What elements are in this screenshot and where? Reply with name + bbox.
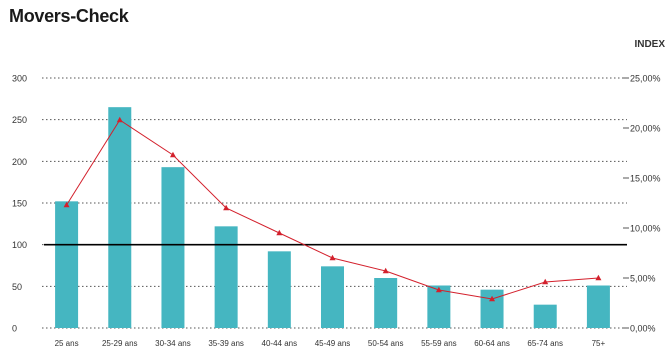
bar-55-59 ans — [427, 285, 451, 328]
index-marker-30-34 ans — [169, 151, 176, 158]
left-tick-label: 150 — [12, 199, 27, 209]
index-marker-25-29 ans — [116, 116, 123, 123]
left-tick-label: 50 — [12, 282, 22, 292]
index-marker-60-64 ans — [489, 295, 496, 302]
index-marker-45-49 ans — [329, 254, 336, 261]
right-tick-label: 25,00% — [630, 74, 661, 84]
left-tick-label: 100 — [12, 240, 27, 250]
index-marker-35-39 ans — [223, 204, 230, 211]
category-label: 25-29 ans — [102, 339, 138, 348]
bar-25-29 ans — [108, 107, 132, 329]
index-marker-25 ans — [63, 201, 70, 208]
bar-60-64 ans — [480, 289, 504, 328]
right-tick-label: 10,00% — [630, 224, 661, 234]
right-tick-label: 5,00% — [630, 274, 656, 284]
index-marker-40-44 ans — [276, 229, 283, 236]
category-label: 30-34 ans — [155, 339, 191, 348]
bar-45-49 ans — [321, 266, 344, 328]
right-tick-label: 20,00% — [630, 124, 661, 134]
index-marker-50-54 ans — [382, 267, 389, 274]
bar-75+ — [586, 285, 610, 328]
category-label: 35-39 ans — [208, 339, 244, 348]
category-label: 40-44 ans — [262, 339, 298, 348]
right-axis-title: INDEX — [634, 39, 665, 50]
bar-65-74 ans — [533, 304, 557, 328]
bar-25 ans — [55, 201, 79, 328]
category-label: 55-59 ans — [421, 339, 457, 348]
bar-40-44 ans — [267, 251, 291, 328]
chart-title: Movers-Check — [9, 6, 129, 26]
category-label: 60-64 ans — [474, 339, 510, 348]
index-marker-55-59 ans — [435, 286, 442, 293]
category-label: 50-54 ans — [368, 339, 404, 348]
left-tick-label: 200 — [12, 157, 27, 167]
index-marker-75+ — [595, 274, 602, 281]
category-label: 45-49 ans — [315, 339, 351, 348]
left-tick-label: 250 — [12, 115, 27, 125]
bar-30-34 ans — [161, 167, 185, 328]
bar-50-54 ans — [374, 278, 398, 328]
category-label: 75+ — [592, 339, 606, 348]
index-marker-65-74 ans — [542, 278, 549, 285]
right-tick-label: 15,00% — [630, 174, 661, 184]
right-tick-label: 0,00% — [630, 324, 656, 334]
left-tick-label: 0 — [12, 324, 17, 334]
category-label: 25 ans — [55, 339, 79, 348]
bar-35-39 ans — [214, 226, 238, 328]
category-label: 65-74 ans — [527, 339, 563, 348]
left-tick-label: 300 — [12, 74, 27, 84]
